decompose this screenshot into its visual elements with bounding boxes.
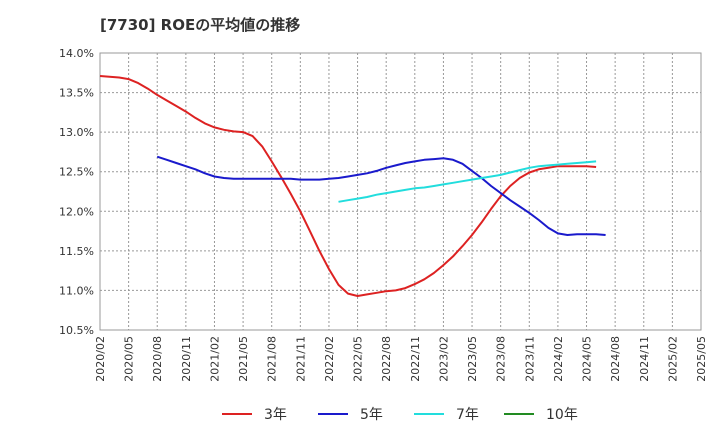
legend-item: 7年	[414, 407, 479, 423]
x-tick-label: 2022/08	[380, 336, 393, 382]
x-tick-label: 2024/08	[609, 336, 622, 382]
series-line-3年	[99, 75, 597, 297]
x-tick-label: 2020/05	[123, 336, 136, 382]
x-tick-label: 2023/08	[495, 336, 508, 382]
x-tick-label: 2025/02	[666, 336, 679, 382]
x-tick-label: 2023/11	[523, 336, 536, 382]
x-tick-label: 2022/02	[323, 336, 336, 382]
x-tick-label: 2022/05	[352, 336, 365, 382]
x-tick-label: 2024/11	[638, 336, 651, 382]
x-tick-label: 2023/05	[466, 336, 479, 382]
x-tick-label: 2021/02	[208, 336, 221, 382]
x-tick-label: 2022/11	[409, 336, 422, 382]
legend-item: 3年	[222, 407, 287, 423]
y-tick-label: 13.5%	[59, 87, 94, 100]
y-tick-label: 11.5%	[59, 245, 94, 258]
plot-frame	[99, 52, 702, 331]
legend-label: 10年	[546, 407, 578, 423]
chart-title: [7730] ROEの平均値の推移	[100, 16, 301, 34]
x-tick-label: 2025/05	[695, 336, 708, 382]
x-tick-label: 2021/05	[237, 336, 250, 382]
x-tick-label: 2024/02	[552, 336, 565, 382]
y-tick-label: 10.5%	[59, 324, 94, 337]
y-tick-label: 12.0%	[59, 205, 94, 218]
y-tick-label: 11.0%	[59, 284, 94, 297]
y-tick-label: 14.0%	[59, 47, 94, 60]
x-tick-label: 2023/02	[437, 336, 450, 382]
legend-label: 3年	[264, 407, 287, 423]
x-tick-label: 2020/02	[94, 336, 107, 382]
series-line-7年	[338, 160, 597, 203]
y-tick-label: 12.5%	[59, 166, 94, 179]
x-tick-label: 2020/08	[151, 336, 164, 382]
x-tick-label: 2024/05	[581, 336, 594, 382]
legend-item: 5年	[318, 407, 383, 423]
x-tick-label: 2020/11	[180, 336, 193, 382]
y-tick-label: 13.0%	[59, 126, 94, 139]
legend-label: 7年	[456, 407, 479, 423]
legend-item: 10年	[504, 407, 578, 423]
series-layer	[99, 75, 606, 297]
series-line-5年	[156, 155, 606, 236]
x-tick-label: 2021/08	[266, 336, 279, 382]
x-tick-label: 2021/11	[294, 336, 307, 382]
axis-layer: 14.0% 13.5% 13.0% 12.5% 12.0% 11.5% 11.0% 10.5%…	[59, 47, 708, 382]
legend: 3年 5年 7年 10年	[222, 407, 578, 423]
legend-label: 5年	[360, 407, 383, 423]
